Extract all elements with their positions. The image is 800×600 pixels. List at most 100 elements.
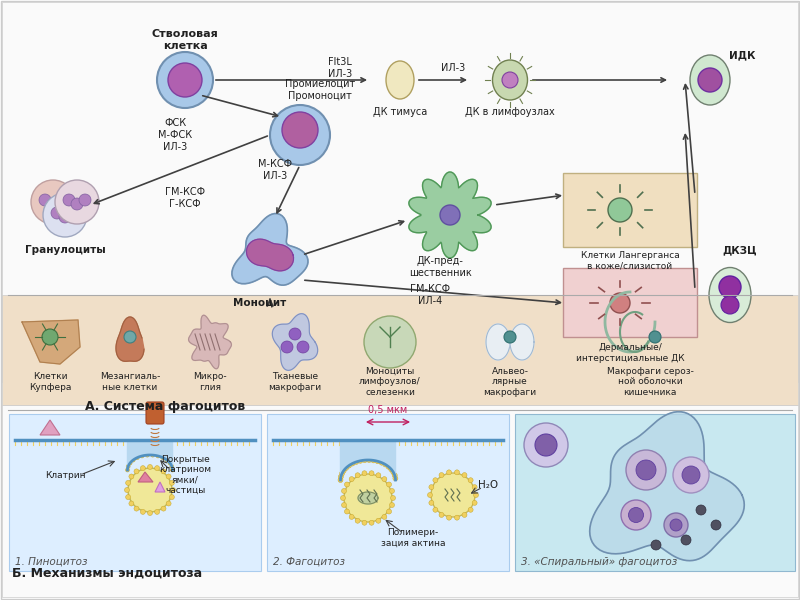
- Polygon shape: [22, 320, 80, 364]
- Circle shape: [446, 470, 451, 475]
- Circle shape: [154, 466, 160, 470]
- Text: Мезангиаль-
ные клетки: Мезангиаль- ные клетки: [100, 372, 160, 392]
- Circle shape: [379, 460, 384, 465]
- Circle shape: [369, 471, 374, 476]
- Circle shape: [392, 473, 398, 478]
- Text: 3. «Спиральный» фагоцитоз: 3. «Спиральный» фагоцитоз: [521, 557, 678, 567]
- Circle shape: [124, 331, 136, 343]
- Circle shape: [382, 514, 387, 520]
- Circle shape: [140, 466, 146, 470]
- Circle shape: [140, 509, 146, 514]
- Circle shape: [636, 460, 656, 480]
- Circle shape: [431, 473, 475, 517]
- Circle shape: [257, 245, 267, 255]
- Circle shape: [126, 494, 130, 500]
- Circle shape: [43, 193, 87, 237]
- Circle shape: [128, 461, 132, 465]
- Circle shape: [364, 316, 416, 368]
- Circle shape: [472, 485, 477, 490]
- Polygon shape: [138, 472, 153, 482]
- Circle shape: [502, 72, 518, 88]
- Circle shape: [375, 459, 380, 464]
- Circle shape: [338, 474, 343, 479]
- Circle shape: [166, 474, 171, 479]
- Text: ДК тимуса: ДК тимуса: [373, 107, 427, 117]
- Circle shape: [161, 506, 166, 511]
- Polygon shape: [409, 172, 491, 258]
- Circle shape: [170, 468, 174, 472]
- Circle shape: [140, 454, 144, 458]
- Text: А. Система фагоцитов: А. Система фагоцитов: [85, 400, 245, 413]
- Circle shape: [79, 194, 91, 206]
- Circle shape: [386, 482, 391, 487]
- Circle shape: [673, 457, 709, 493]
- Circle shape: [362, 458, 367, 463]
- Text: Flt3L
ИЛ-3: Flt3L ИЛ-3: [328, 57, 352, 79]
- Text: Моноциты
лимфоузлов/
селезенки: Моноциты лимфоузлов/ селезенки: [359, 367, 421, 397]
- Text: ФСК
М-ФСК
ИЛ-3: ФСК М-ФСК ИЛ-3: [158, 118, 192, 152]
- Circle shape: [524, 423, 568, 467]
- Text: Гранулоциты: Гранулоциты: [25, 245, 106, 255]
- Circle shape: [338, 478, 343, 482]
- Circle shape: [369, 520, 374, 525]
- Circle shape: [362, 520, 367, 525]
- Circle shape: [393, 476, 398, 481]
- Circle shape: [59, 211, 71, 223]
- Circle shape: [345, 509, 350, 514]
- Text: ИДК: ИДК: [729, 50, 755, 60]
- Circle shape: [390, 488, 394, 493]
- Circle shape: [135, 455, 139, 460]
- FancyBboxPatch shape: [2, 295, 798, 405]
- Circle shape: [433, 507, 438, 512]
- Circle shape: [147, 464, 153, 469]
- Circle shape: [342, 488, 346, 493]
- FancyBboxPatch shape: [2, 405, 798, 597]
- Circle shape: [390, 503, 394, 508]
- Circle shape: [439, 473, 444, 478]
- Circle shape: [131, 458, 135, 462]
- Text: Моноцит: Моноцит: [234, 298, 286, 308]
- Circle shape: [696, 505, 706, 515]
- Circle shape: [170, 464, 174, 469]
- Circle shape: [170, 481, 174, 485]
- Polygon shape: [590, 412, 744, 560]
- Circle shape: [454, 515, 459, 520]
- FancyBboxPatch shape: [515, 414, 795, 571]
- Circle shape: [161, 455, 165, 460]
- Text: Стволовая
клетка: Стволовая клетка: [152, 29, 218, 51]
- Circle shape: [376, 518, 381, 523]
- Text: 2. Фагоцитоз: 2. Фагоцитоз: [273, 557, 345, 567]
- Text: Клетки
Купфера: Клетки Купфера: [29, 372, 71, 392]
- Circle shape: [454, 470, 459, 475]
- Text: Промиелоцит
Промоноцит: Промиелоцит Промоноцит: [285, 79, 355, 101]
- Polygon shape: [486, 324, 510, 360]
- Circle shape: [474, 493, 478, 497]
- Circle shape: [472, 500, 477, 505]
- Polygon shape: [232, 214, 308, 285]
- Circle shape: [168, 63, 202, 97]
- Circle shape: [682, 466, 700, 484]
- Circle shape: [354, 460, 358, 464]
- Circle shape: [343, 466, 349, 470]
- Text: Клетки Лангерганса
в коже/слизистой: Клетки Лангерганса в коже/слизистой: [581, 251, 679, 271]
- Circle shape: [698, 68, 722, 92]
- Circle shape: [289, 328, 301, 340]
- Circle shape: [67, 207, 79, 219]
- Text: ИЛ-3: ИЛ-3: [441, 63, 465, 73]
- FancyBboxPatch shape: [563, 173, 697, 247]
- Circle shape: [427, 493, 433, 497]
- Polygon shape: [341, 440, 395, 480]
- Text: Альвео-
лярные
макрофаги: Альвео- лярные макрофаги: [483, 367, 537, 397]
- Circle shape: [342, 503, 346, 508]
- Circle shape: [468, 478, 473, 483]
- Ellipse shape: [493, 60, 527, 100]
- Polygon shape: [155, 482, 165, 492]
- Circle shape: [386, 464, 391, 469]
- Circle shape: [51, 207, 63, 219]
- Circle shape: [339, 471, 345, 476]
- Circle shape: [382, 476, 387, 482]
- Circle shape: [366, 458, 372, 463]
- Circle shape: [126, 481, 130, 485]
- Circle shape: [157, 52, 213, 108]
- Circle shape: [629, 508, 643, 523]
